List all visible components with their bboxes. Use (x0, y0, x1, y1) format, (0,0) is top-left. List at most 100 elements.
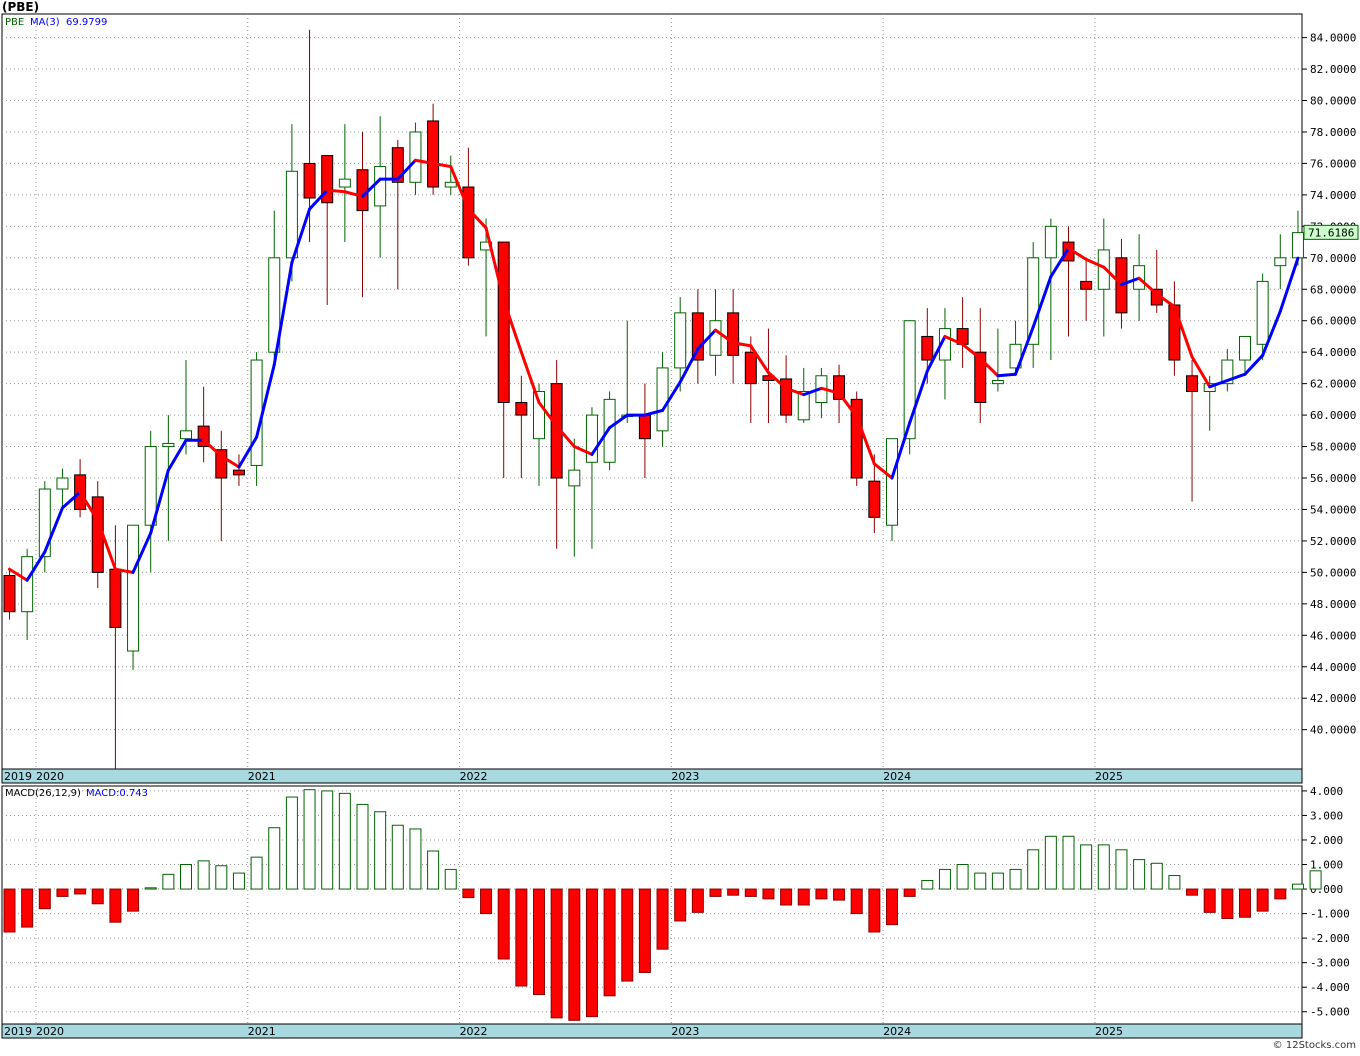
ma-line-segment (766, 371, 788, 390)
macd-tick-label: -5.000 (1310, 1006, 1350, 1019)
candle (1274, 257, 1287, 267)
candle (603, 398, 616, 463)
macd-bar (162, 873, 175, 890)
ma-line-segment (466, 207, 488, 230)
ma-line-segment (166, 438, 188, 472)
candle (533, 391, 545, 440)
ma-line-segment (149, 468, 170, 535)
price-tick-label: 58.0000 (1310, 441, 1356, 454)
candle (709, 320, 722, 356)
macd-bar (1239, 888, 1251, 918)
macd-bar (1186, 888, 1199, 896)
candle (744, 351, 757, 385)
price-x-axis (1, 768, 1303, 784)
year-label: 2020 (36, 770, 64, 783)
ma-line-segment (1049, 246, 1070, 279)
macd-bar (815, 888, 828, 900)
candle (1080, 280, 1093, 290)
ma-line-segment (643, 408, 665, 417)
macd-x-axis (1, 1023, 1303, 1039)
candle (833, 375, 846, 400)
ma-line-segment (1137, 276, 1159, 296)
ma-line-segment (484, 226, 506, 302)
candle (656, 367, 669, 432)
macd-bar (38, 888, 51, 910)
ma-line-segment (714, 328, 735, 345)
candle (197, 425, 210, 448)
macd-bar (3, 888, 16, 933)
ma-line-segment (1208, 378, 1229, 389)
ma-line-segment (78, 490, 100, 522)
price-tick-label: 52.0000 (1310, 535, 1356, 548)
candle (903, 320, 916, 440)
candle (162, 442, 175, 448)
macd-bar (515, 888, 528, 987)
ma-line-segment (237, 435, 259, 469)
current-price-label: 71.6186 (1308, 226, 1354, 239)
ma-line-segment (1190, 355, 1212, 389)
macd-bar (780, 888, 793, 906)
macd-bar (250, 856, 263, 890)
ma-line-segment (43, 506, 64, 554)
price-tick-label: 62.0000 (1310, 378, 1356, 391)
year-label: 2019 (4, 770, 32, 783)
macd-bar (991, 872, 1004, 890)
macd-bar (709, 888, 722, 897)
year-label: 2024 (883, 770, 911, 783)
price-tick-label: 44.0000 (1310, 661, 1356, 674)
ma-line-segment (855, 415, 876, 466)
candle (409, 131, 422, 183)
year-label: 2025 (1095, 1025, 1123, 1038)
ma-line-segment (961, 342, 982, 360)
candle (1291, 232, 1304, 259)
ma-line-segment (1067, 246, 1088, 261)
macd-bar (1291, 883, 1304, 890)
candle (568, 469, 581, 487)
ma-line-segment (1031, 275, 1053, 329)
ma-line-segment (396, 158, 417, 181)
ma-line-segment (537, 401, 559, 428)
macd-tick-label: -2.000 (1310, 932, 1350, 945)
ma-line-segment (590, 426, 612, 456)
ma-line-segment (1278, 256, 1300, 313)
candle (1221, 359, 1234, 385)
macd-bar (1256, 888, 1269, 912)
macd-bar (391, 824, 404, 890)
macd-bar (956, 864, 969, 890)
candle (797, 391, 810, 421)
ma-line-segment (255, 363, 276, 439)
macd-bar (921, 879, 934, 890)
price-tick-label: 68.0000 (1310, 283, 1356, 296)
ma-line-segment (202, 438, 223, 458)
ma-line-segment (837, 391, 859, 419)
ma-line-segment (1172, 305, 1194, 359)
macd-bar (497, 888, 510, 960)
macd-bar (21, 888, 34, 928)
macd-bar (180, 864, 192, 890)
ma-line-segment (908, 369, 929, 425)
macd-tick-label: -1.000 (1310, 908, 1350, 921)
macd-bar (303, 789, 316, 890)
macd-bar (674, 888, 687, 922)
candle (268, 257, 281, 353)
ma-line-segment (290, 207, 312, 265)
price-tick-label: 80.0000 (1310, 95, 1356, 108)
macd-tick-label: 2.000 (1310, 834, 1343, 847)
year-label: 2023 (671, 770, 699, 783)
current-price-badge (1303, 224, 1359, 240)
macd-legend-label: MACD(26,12,9) (5, 788, 81, 799)
macd-bar (338, 792, 351, 890)
price-tick-label: 66.0000 (1310, 315, 1356, 328)
macd-bar (533, 888, 545, 996)
ma-line-segment (1243, 353, 1265, 376)
macd-bar (638, 888, 651, 973)
candle (391, 147, 404, 183)
price-tick-label: 40.0000 (1310, 724, 1356, 737)
price-tick-label: 56.0000 (1310, 472, 1356, 485)
macd-bar (91, 888, 104, 905)
macd-bar (656, 888, 669, 950)
price-panel (1, 13, 1303, 770)
ma-line-segment (131, 531, 153, 574)
ma-line-segment (519, 350, 541, 405)
ma-line-segment (819, 386, 841, 395)
